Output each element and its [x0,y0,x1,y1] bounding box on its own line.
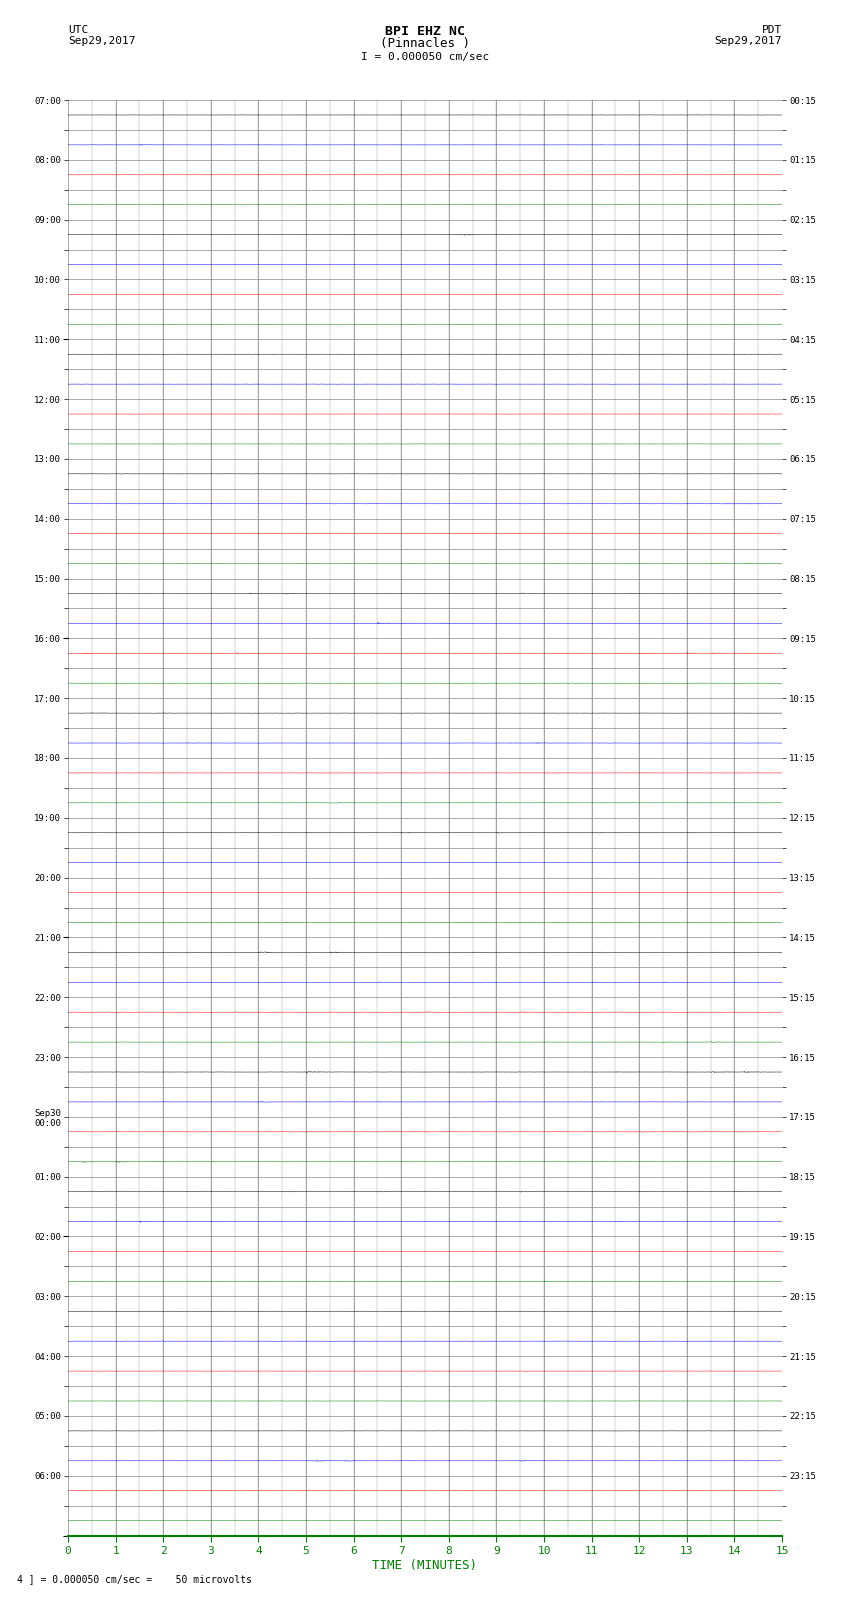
X-axis label: TIME (MINUTES): TIME (MINUTES) [372,1558,478,1571]
Text: Sep29,2017: Sep29,2017 [715,35,782,45]
Text: Sep29,2017: Sep29,2017 [68,35,135,45]
Text: UTC: UTC [68,24,88,35]
Text: PDT: PDT [762,24,782,35]
Text: 4 ] = 0.000050 cm/sec =    50 microvolts: 4 ] = 0.000050 cm/sec = 50 microvolts [17,1574,252,1584]
Text: BPI EHZ NC: BPI EHZ NC [385,24,465,37]
Text: (Pinnacles ): (Pinnacles ) [380,37,470,50]
Text: I = 0.000050 cm/sec: I = 0.000050 cm/sec [361,52,489,63]
